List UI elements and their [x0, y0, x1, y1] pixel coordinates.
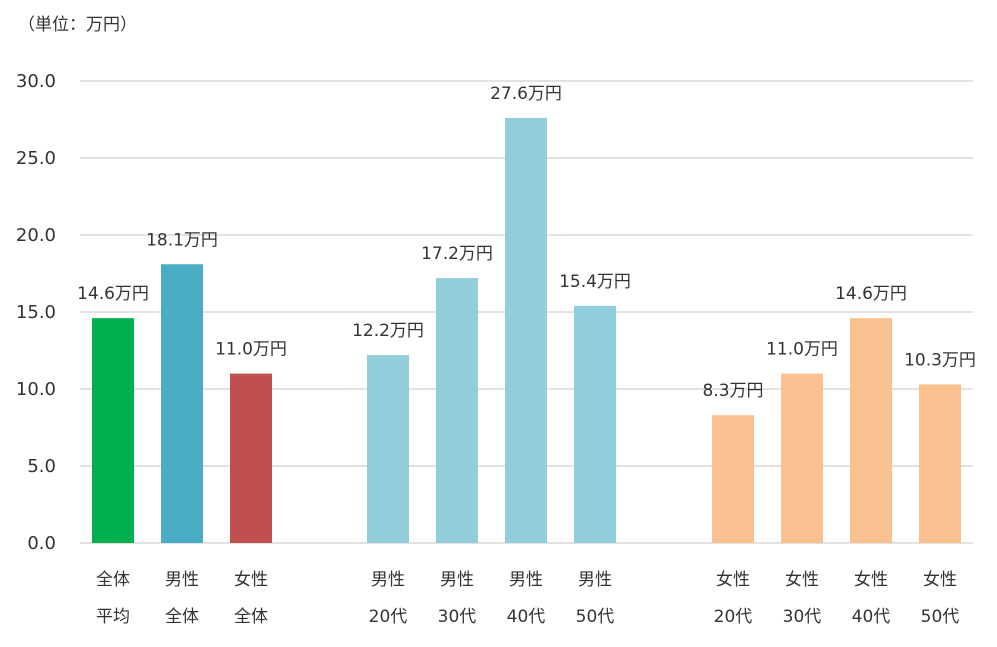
y-tick-label: 5.0 [27, 456, 56, 477]
x-tick-label: 平均 [96, 607, 130, 627]
y-tick-label: 30.0 [16, 71, 56, 92]
x-tick-label: 20代 [714, 607, 753, 627]
data-label: 11.0万円 [215, 340, 287, 360]
y-axis: 0.0 5.0 10.0 15.0 20.0 25.0 30.0 [16, 71, 56, 554]
x-tick-label: 男性 [509, 570, 543, 590]
data-label: 8.3万円 [702, 381, 763, 401]
data-label: 11.0万円 [766, 340, 838, 360]
x-tick-label: 男性 [371, 570, 405, 590]
x-tick-label: 男性 [440, 570, 474, 590]
x-tick-label: 50代 [921, 607, 960, 627]
bar [781, 373, 823, 543]
x-tick-label: 全体 [96, 570, 130, 590]
bar [161, 264, 203, 543]
unit-label: （単位：万円） [18, 15, 137, 35]
bar [436, 278, 478, 543]
data-label: 14.6万円 [835, 284, 907, 304]
data-label: 17.2万円 [421, 244, 493, 264]
x-tick-label: 男性 [578, 570, 612, 590]
bar [712, 415, 754, 543]
y-tick-label: 25.0 [16, 148, 56, 169]
x-tick-label: 女性 [716, 570, 750, 590]
bar [92, 318, 134, 543]
bar [505, 117, 547, 544]
bars [92, 117, 961, 544]
x-tick-label: 女性 [854, 570, 888, 590]
data-label: 12.2万円 [352, 321, 424, 341]
bar [230, 373, 272, 543]
bar [367, 355, 409, 543]
bar [919, 384, 961, 543]
x-tick-label: 20代 [369, 607, 408, 627]
data-label: 27.6万円 [490, 84, 562, 104]
x-tick-label: 女性 [234, 570, 268, 590]
x-tick-label: 40代 [852, 607, 891, 627]
bar [574, 305, 616, 543]
data-labels: 14.6万円 18.1万円 11.0万円 12.2万円 17.2万円 27.6万円 15.4… [77, 84, 976, 401]
data-label: 15.4万円 [559, 272, 631, 292]
x-tick-label: 男性 [165, 570, 199, 590]
x-tick-label: 全体 [234, 607, 268, 627]
x-axis: 全体平均男性全体女性全体男性20代男性30代男性40代男性50代女性20代女性3… [96, 570, 959, 627]
x-tick-label: 女性 [923, 570, 957, 590]
x-tick-label: 女性 [785, 570, 819, 590]
y-tick-label: 20.0 [16, 225, 56, 246]
y-tick-label: 15.0 [16, 302, 56, 323]
x-tick-label: 30代 [783, 607, 822, 627]
bar [850, 318, 892, 543]
x-tick-label: 30代 [438, 607, 477, 627]
data-label: 18.1万円 [146, 230, 218, 250]
y-tick-label: 0.0 [27, 533, 56, 554]
x-tick-label: 40代 [507, 607, 546, 627]
y-tick-label: 10.0 [16, 379, 56, 400]
x-tick-label: 50代 [576, 607, 615, 627]
x-tick-label: 全体 [165, 607, 199, 627]
data-label: 10.3万円 [904, 350, 976, 370]
data-label: 14.6万円 [77, 284, 149, 304]
